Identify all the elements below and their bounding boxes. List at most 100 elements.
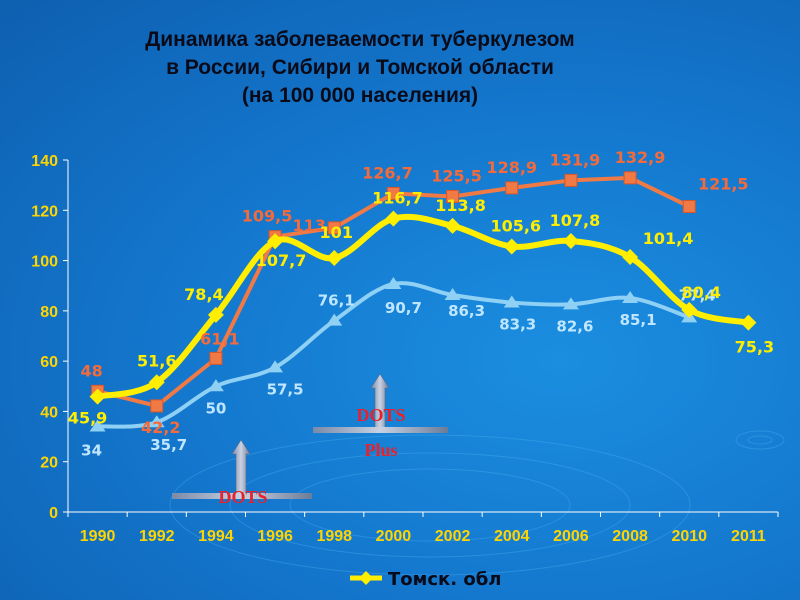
y-tick-label: 140 [31,153,58,170]
series-point-yellow [681,301,698,318]
data-label-cyan: 50 [205,399,226,417]
y-tick-label: 80 [40,304,58,321]
series-line-yellow [96,213,750,400]
series-point-yellow [444,217,461,234]
data-label-orange: 113 [293,216,326,235]
data-label-cyan: 86,3 [448,302,485,320]
series-line-cyan [97,281,690,429]
series-point-cyan [562,297,579,310]
data-label-yellow: 75,3 [735,338,774,357]
x-tick-label: 2000 [376,528,412,545]
data-label-orange: 126,7 [362,163,413,182]
y-tick-label: 60 [40,354,58,371]
data-label-cyan: 76,1 [318,292,355,310]
x-tick-label: 2006 [553,528,589,545]
x-tick-label: 2010 [671,528,707,545]
series-point-orange [682,200,696,214]
x-tick-label: 2002 [435,528,471,545]
chart-title: Динамика заболеваемости туберкулезом в Р… [80,26,640,110]
series-point-orange [150,399,164,413]
data-label-cyan: 90,7 [385,299,422,317]
series-point-yellow [148,374,165,391]
data-label-cyan: 77,4 [679,286,716,304]
series-point-cyan [207,379,224,392]
data-label-yellow: 105,6 [490,216,541,235]
series-point-cyan [89,419,106,432]
series-point-cyan [148,415,165,428]
title-line-3: (на 100 000 населения) [241,84,479,107]
x-tick-label: 1998 [316,528,352,545]
data-label-orange: 61,1 [200,329,239,348]
data-label-orange: 132,9 [615,148,666,167]
data-label-orange: 131,9 [550,150,601,169]
series-point-yellow [622,249,639,266]
series-point-yellow [562,232,579,249]
chart-legend: Томск. обл [350,569,501,590]
series-point-cyan [267,360,284,373]
y-tick-label: 40 [40,404,58,421]
chart-series [89,171,757,432]
series-point-orange [505,181,519,195]
data-label-yellow: 80,4 [682,283,721,302]
series-point-cyan [503,295,520,308]
decorative-ripples [169,430,785,576]
x-tick-label: 1996 [257,528,293,545]
data-label-yellow: 45,9 [68,409,107,428]
series-point-orange [327,221,341,235]
data-label-yellow: 107,8 [550,211,601,230]
data-label-yellow: 101,4 [643,229,694,248]
data-label-orange: 42,2 [141,418,180,437]
dots-bar [172,493,312,499]
x-tick-label: 2008 [612,528,648,545]
series-point-orange [386,186,400,200]
series-point-yellow [740,314,757,331]
x-tick-label: 2004 [494,528,530,545]
dots-label: DOTS [218,487,267,507]
data-label-orange: 121,5 [698,175,749,194]
x-tick-label: 1992 [139,528,175,545]
series-point-cyan [385,276,402,289]
data-label-orange: 109,5 [242,207,293,226]
series-point-cyan [444,288,461,301]
x-tick-label: 2011 [731,528,766,545]
series-point-orange [564,173,578,187]
series-point-orange [209,351,223,365]
legend-label-yellow: Томск. обл [388,569,501,590]
series-point-yellow [267,233,284,250]
data-label-cyan: 83,3 [499,316,536,334]
data-label-cyan: 85,1 [620,311,657,329]
data-label-cyan: 82,6 [556,317,593,335]
series-point-yellow [503,238,520,255]
dots-plus-bar [313,427,448,433]
data-label-cyan: 57,5 [267,380,304,398]
x-tick-label: 1990 [80,528,116,545]
dots-plus-label: DOTS [356,405,405,425]
title-line-2: в России, Сибири и Томской области [166,56,554,79]
series-point-yellow [207,306,224,323]
y-tick-label: 120 [31,203,58,220]
data-label-orange: 125,5 [431,166,482,185]
chart-data-labels: 34 35,7 50 57,5 76,1 90,7 86,3 83,3 82,6 85,1 77,4… [68,148,774,460]
series-point-yellow [326,250,343,267]
y-tick-label: 20 [40,455,58,472]
dots-plus-label-2: Plus [364,440,397,460]
data-label-yellow: 101 [320,223,353,242]
series-point-yellow [385,210,402,227]
title-line-1: Динамика заболеваемости туберкулезом [145,28,575,51]
x-tick-label: 1994 [198,528,234,545]
series-point-cyan [622,291,639,304]
data-label-yellow: 116,7 [372,189,423,208]
y-tick-label: 100 [31,254,58,271]
series-point-yellow [89,388,106,405]
data-label-yellow: 113,8 [435,196,486,215]
y-tick-label: 0 [49,505,58,522]
dots-plus-arrow [370,373,390,433]
dots-arrow [231,439,251,499]
chart-axes: 0 20 40 60 80 100 120 140 1990 1992 1994 1996 1998 20… [31,153,779,545]
data-label-yellow: 51,6 [137,351,176,370]
series-point-cyan [326,313,343,326]
data-label-yellow: 78,4 [184,285,223,304]
legend-marker-yellow [359,571,373,585]
data-label-yellow: 107,7 [256,251,307,270]
